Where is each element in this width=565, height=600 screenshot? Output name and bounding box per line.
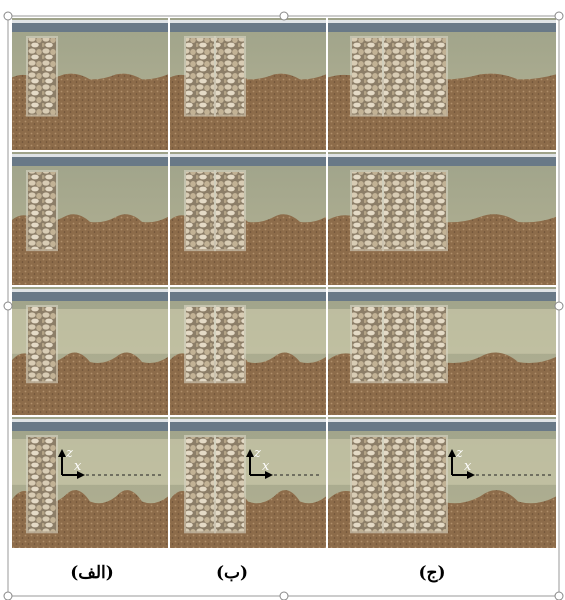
flume-rail-light — [170, 289, 326, 292]
resize-handle — [555, 592, 563, 600]
photo-panel — [328, 18, 556, 150]
flume-rail-light — [328, 20, 556, 23]
flume-rail — [12, 291, 168, 301]
resize-handle — [555, 12, 563, 20]
gabion — [186, 38, 214, 115]
flume-rail-light — [12, 419, 168, 422]
photo-panel — [170, 287, 326, 415]
gabion — [384, 307, 414, 381]
resize-handle — [280, 12, 288, 20]
gabion — [416, 307, 446, 381]
flume-rail-light — [170, 20, 326, 23]
photo-panel: zx — [12, 417, 168, 548]
caption: (ج) — [418, 563, 445, 583]
gabion — [28, 38, 56, 115]
resize-handle — [4, 12, 12, 20]
gabion — [28, 437, 56, 531]
gabion — [186, 172, 214, 249]
gabion — [352, 38, 382, 115]
gabion — [352, 307, 382, 381]
axis-label: z — [253, 446, 261, 461]
gabion — [416, 172, 446, 249]
gabion — [352, 437, 382, 531]
flume-rail — [12, 156, 168, 166]
flume-rail — [170, 22, 326, 32]
axis-label: x — [262, 459, 270, 474]
resize-handle — [4, 302, 12, 310]
gabion — [384, 437, 414, 531]
flume-rail — [328, 156, 556, 166]
photo-panel: zx — [170, 417, 326, 548]
flume-rail — [328, 291, 556, 301]
flume-rail — [170, 291, 326, 301]
flume-rail — [328, 421, 556, 431]
gabion — [216, 437, 244, 531]
flume-rail — [12, 421, 168, 431]
flume-rail-light — [170, 154, 326, 157]
gabion — [384, 172, 414, 249]
flume-rail-light — [12, 20, 168, 23]
flume-rail-light — [12, 154, 168, 157]
resize-handle — [280, 592, 288, 600]
caption: (الف) — [70, 563, 114, 583]
gabion — [352, 172, 382, 249]
resize-handle — [555, 302, 563, 310]
flume-rail-light — [170, 419, 326, 422]
axis-label: z — [455, 446, 463, 461]
caption: (ب) — [216, 563, 248, 583]
photo-panel: zx — [328, 417, 556, 548]
flume-rail-light — [328, 419, 556, 422]
flume-rail-light — [12, 289, 168, 292]
gabion — [28, 172, 56, 249]
gabion — [186, 307, 214, 381]
figure: zxzxzx (الف) (ب) (ج) — [0, 0, 565, 600]
photo-panel — [328, 152, 556, 285]
flume-rail-light — [328, 154, 556, 157]
flume-rail — [328, 22, 556, 32]
gabion — [28, 307, 56, 381]
flume-rail — [170, 156, 326, 166]
resize-handle — [4, 592, 12, 600]
photo-panel — [170, 152, 326, 285]
photo-panel — [12, 18, 168, 150]
photo-panel — [12, 287, 168, 415]
photo-panel — [170, 18, 326, 150]
axis-label: x — [464, 459, 472, 474]
gabion — [384, 38, 414, 115]
axis-label: x — [74, 459, 82, 474]
flume-rail — [170, 421, 326, 431]
gabion — [216, 307, 244, 381]
gabion — [416, 38, 446, 115]
gabion — [416, 437, 446, 531]
gabion — [186, 437, 214, 531]
photo-panel — [12, 152, 168, 285]
gabion — [216, 172, 244, 249]
axis-label: z — [65, 446, 73, 461]
gabion — [216, 38, 244, 115]
flume-rail — [12, 22, 168, 32]
photo-panel — [328, 287, 556, 415]
flume-rail-light — [328, 289, 556, 292]
